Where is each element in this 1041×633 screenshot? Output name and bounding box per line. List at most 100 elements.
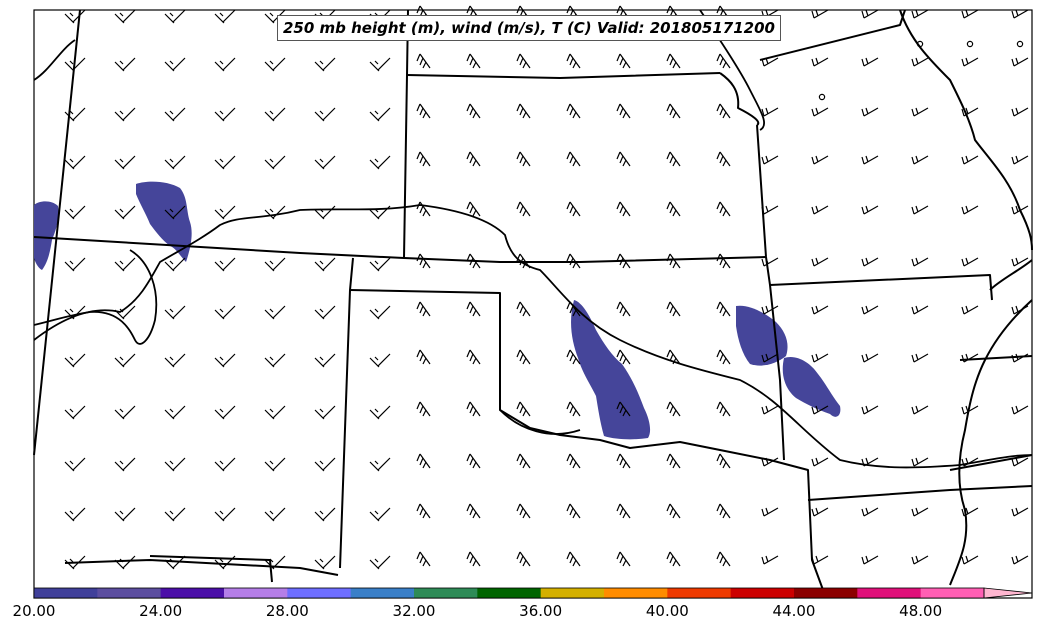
colorbar-segment bbox=[604, 588, 668, 598]
wind-barb bbox=[369, 107, 391, 122]
wind-barb bbox=[616, 253, 631, 269]
wind-barb bbox=[264, 507, 286, 522]
wind-barb bbox=[566, 301, 581, 317]
wind-barb bbox=[911, 9, 929, 19]
wind-barb bbox=[264, 257, 286, 272]
wind-barb bbox=[961, 507, 979, 517]
colorbar-segment bbox=[794, 588, 858, 598]
wind-barb bbox=[616, 551, 631, 567]
wind-barb bbox=[666, 301, 681, 317]
border-lower-mississippi bbox=[949, 299, 1033, 586]
wind-barb bbox=[666, 201, 681, 217]
wind-barb bbox=[666, 151, 681, 167]
wind-barb bbox=[566, 401, 581, 417]
colorbar-tick-label: 24.00 bbox=[139, 602, 183, 620]
wind-barb bbox=[264, 107, 286, 122]
wind-barb bbox=[314, 555, 336, 570]
wind-barb bbox=[164, 555, 186, 570]
colorbar-segment bbox=[667, 588, 732, 598]
wind-barb bbox=[566, 5, 581, 21]
wind-barb bbox=[961, 257, 979, 267]
wind-barb bbox=[214, 507, 236, 522]
wind-barb bbox=[314, 155, 336, 170]
wind-barb bbox=[761, 305, 779, 315]
wind-barb bbox=[666, 453, 681, 469]
wind-barb bbox=[516, 503, 531, 519]
wind-barb bbox=[811, 9, 829, 19]
wind-barb bbox=[861, 205, 879, 215]
wind-barb bbox=[811, 457, 829, 467]
wind-barb bbox=[214, 107, 236, 122]
wind-barb bbox=[314, 353, 336, 368]
wind-barb bbox=[416, 401, 431, 417]
wind-barb bbox=[516, 551, 531, 567]
wind-barb bbox=[416, 5, 431, 21]
wind-barb bbox=[861, 155, 879, 165]
wind-barb bbox=[466, 551, 481, 567]
wind-barb bbox=[114, 107, 136, 122]
wind-barb bbox=[516, 349, 531, 365]
wind-barb bbox=[616, 453, 631, 469]
wind-barb bbox=[1011, 405, 1029, 415]
wind-barb bbox=[416, 551, 431, 567]
wind-barb bbox=[566, 151, 581, 167]
temp-blob-west bbox=[34, 201, 59, 270]
wind-barb bbox=[666, 5, 681, 21]
wind-barb bbox=[566, 503, 581, 519]
wind-barb bbox=[164, 507, 186, 522]
wind-barb bbox=[164, 457, 186, 472]
wind-barb bbox=[716, 253, 731, 269]
wind-barb bbox=[264, 9, 286, 24]
wind-barb bbox=[114, 9, 136, 24]
wind-barb bbox=[416, 103, 431, 119]
colorbar-tick-label: 32.00 bbox=[392, 602, 436, 620]
wind-barb bbox=[214, 257, 236, 272]
wind-barb bbox=[314, 457, 336, 472]
temp-blob-oklahoma bbox=[571, 300, 651, 440]
wind-barb bbox=[214, 353, 236, 368]
wind-barb bbox=[416, 453, 431, 469]
wind-barb bbox=[961, 57, 979, 67]
colorbar-segment bbox=[287, 588, 352, 598]
wind-barb bbox=[516, 5, 531, 21]
wind-barb bbox=[64, 9, 86, 24]
wind-barb bbox=[566, 103, 581, 119]
wind-barb bbox=[516, 253, 531, 269]
wind-barb bbox=[716, 103, 731, 119]
colorbar-segment bbox=[160, 588, 225, 598]
border-iowa-north bbox=[759, 9, 906, 61]
wind-barb bbox=[466, 53, 481, 69]
wind-barb bbox=[1011, 155, 1029, 165]
wind-barb bbox=[961, 107, 979, 117]
wind-barb bbox=[416, 151, 431, 167]
wind-barb bbox=[961, 457, 979, 467]
wind-barb bbox=[114, 353, 136, 368]
wind-barb bbox=[811, 305, 829, 315]
wind-barb bbox=[264, 353, 286, 368]
wind-barb bbox=[214, 205, 236, 220]
wind-barb bbox=[566, 453, 581, 469]
wind-barb bbox=[716, 551, 731, 567]
wind-barb bbox=[264, 155, 286, 170]
wind-barb bbox=[264, 405, 286, 420]
wind-barb bbox=[961, 405, 979, 415]
wind-barb bbox=[516, 401, 531, 417]
wind-barb bbox=[114, 155, 136, 170]
calm-circle bbox=[1016, 40, 1024, 48]
map-frame bbox=[33, 9, 1033, 599]
wind-barb bbox=[911, 507, 929, 517]
wind-barb bbox=[716, 301, 731, 317]
wind-barb bbox=[861, 405, 879, 415]
wind-barb bbox=[666, 349, 681, 365]
colorbar-tick-label: 40.00 bbox=[645, 602, 689, 620]
wind-barb bbox=[861, 257, 879, 267]
wind-barb bbox=[416, 201, 431, 217]
colorbar-tick-label: 28.00 bbox=[265, 602, 309, 620]
wind-barb bbox=[114, 57, 136, 72]
wind-barb bbox=[214, 155, 236, 170]
wind-barb bbox=[911, 405, 929, 415]
wind-barb bbox=[761, 107, 779, 117]
wind-barb bbox=[761, 405, 779, 415]
wind-barb bbox=[1011, 9, 1029, 19]
